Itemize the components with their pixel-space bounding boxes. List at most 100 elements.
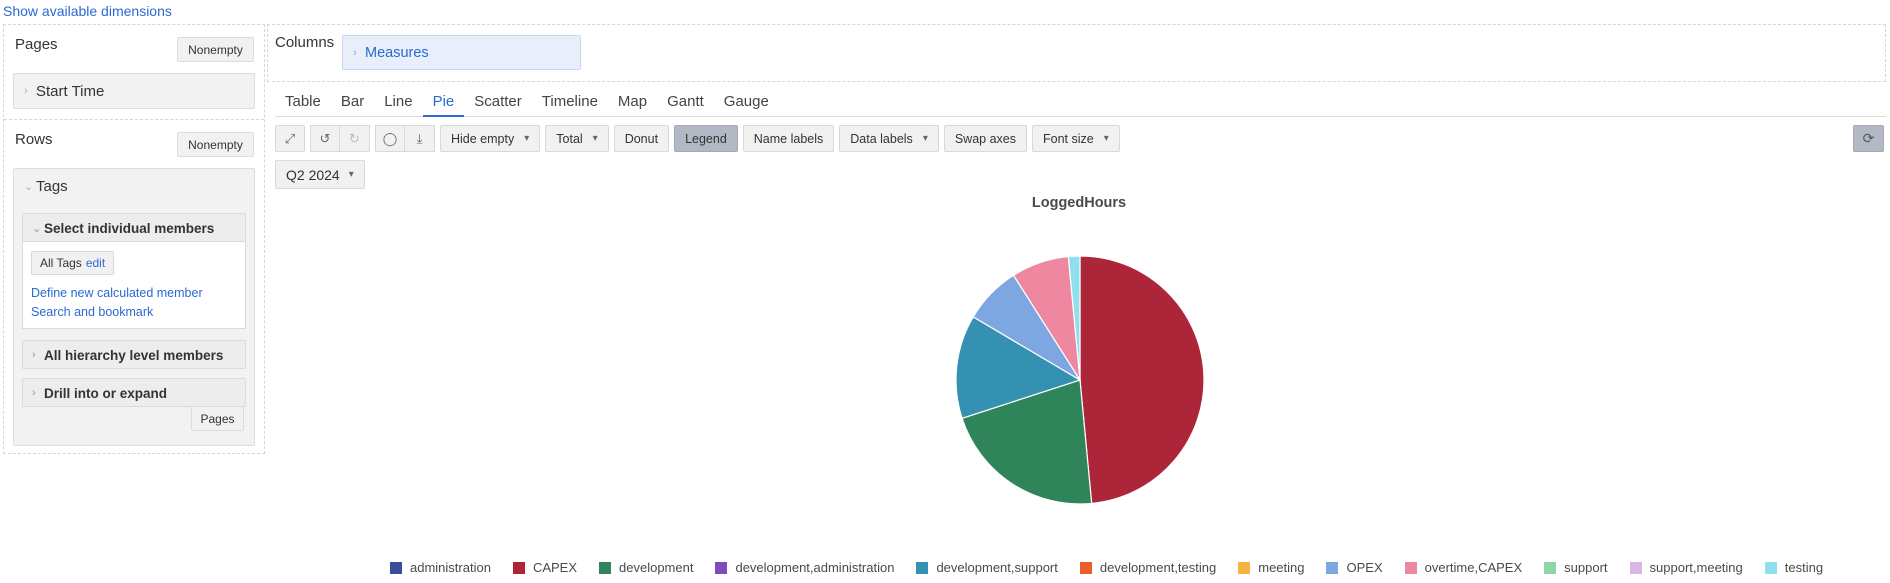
pie-slice-development[interactable] (961, 379, 1093, 505)
legend-item-testing[interactable]: testing (1764, 560, 1824, 575)
legend-item-opex[interactable]: OPEX (1326, 560, 1383, 575)
legend-item-development-support[interactable]: development,support (916, 560, 1058, 575)
total-label: Total (556, 131, 583, 146)
legend-swatch (1764, 561, 1777, 574)
legend-swatch (599, 561, 612, 574)
search-and-bookmark-link[interactable]: Search and bookmark (31, 305, 154, 319)
tab-map[interactable]: Map (617, 93, 648, 110)
legend-item-meeting[interactable]: meeting (1238, 560, 1304, 575)
legend-label: OPEX (1346, 560, 1383, 575)
pages-section: Pages Nonempty › Start Time (4, 25, 264, 121)
tags-label: Tags (36, 177, 68, 195)
legend-label: testing (1784, 560, 1824, 575)
measures-label: Measures (365, 44, 429, 61)
section-divider (4, 119, 264, 120)
tab-gantt[interactable]: Gantt (667, 93, 704, 110)
name-labels-button[interactable]: Name labels (742, 125, 835, 152)
legend-label: administration (410, 560, 491, 575)
pages-button[interactable]: Pages (191, 406, 244, 431)
data-labels-dropdown[interactable]: Data labels ▾ (839, 125, 939, 152)
redo-button[interactable]: ↻ (340, 125, 370, 152)
export-button[interactable]: ⤓ (405, 125, 435, 152)
tab-gauge[interactable]: Gauge (723, 93, 769, 110)
edit-link[interactable]: edit (85, 256, 106, 270)
legend-toggle-button[interactable]: Legend (674, 125, 738, 152)
legend-label: support (1564, 560, 1608, 575)
expand-icon: ⤢ (284, 130, 296, 146)
pages-title: Pages (15, 36, 58, 53)
layout-panel: Pages Nonempty › Start Time Rows Nonempty… (3, 24, 265, 454)
all-hierarchy-level-members[interactable]: › All hierarchy level members (22, 340, 246, 369)
tab-pie[interactable]: Pie (422, 90, 465, 117)
total-dropdown[interactable]: Total ▾ (545, 125, 609, 152)
tab-table[interactable]: Table (285, 93, 321, 110)
legend-item-support[interactable]: support (1544, 560, 1608, 575)
legend-item-development-testing[interactable]: development,testing (1079, 560, 1217, 575)
legend-label: development,support (936, 560, 1058, 575)
legend-item-development[interactable]: development (599, 560, 693, 575)
legend-swatch (1326, 561, 1339, 574)
undo-redo-group: ↺ ↻ (310, 125, 370, 152)
columns-title: Columns (275, 34, 335, 51)
selected-members-area: All Tags edit Define new calculated memb… (22, 242, 246, 329)
period-label: Q2 2024 (286, 166, 340, 183)
legend-item-support-meeting[interactable]: support,meeting (1629, 560, 1743, 575)
all-tags-chip: All Tags edit (31, 251, 115, 275)
undo-button[interactable]: ↺ (310, 125, 340, 152)
tab-line[interactable]: Line (384, 93, 413, 110)
pie-slice-testing[interactable] (1067, 255, 1081, 381)
chevron-right-icon: › (32, 387, 36, 399)
data-labels-label: Data labels (850, 131, 913, 146)
download-icon: ⤓ (416, 130, 423, 146)
start-time-dimension[interactable]: › Start Time (13, 73, 255, 109)
legend-item-capex[interactable]: CAPEX (512, 560, 578, 575)
legend-swatch (1544, 561, 1557, 574)
rows-nonempty-button[interactable]: Nonempty (177, 132, 254, 157)
show-available-dimensions-link[interactable]: Show available dimensions (3, 3, 172, 19)
donut-button[interactable]: Donut (613, 125, 670, 152)
chevron-down-icon: ▾ (348, 169, 354, 180)
legend-label: development (619, 560, 694, 575)
tags-header[interactable]: ⌄ Tags (14, 169, 254, 203)
measures-dimension[interactable]: › Measures (342, 35, 581, 70)
legend-swatch (1404, 561, 1417, 574)
legend-item-administration[interactable]: administration (390, 560, 491, 575)
tab-bar[interactable]: Bar (340, 93, 365, 110)
comment-button[interactable]: ◯ (375, 125, 405, 152)
tab-timeline[interactable]: Timeline (541, 93, 598, 110)
chart-type-tabs: Table Bar Line Pie Scatter Timeline Map … (275, 90, 1886, 117)
drill-into-or-expand[interactable]: › Drill into or expand (22, 378, 246, 407)
chevron-down-icon: ▾ (592, 133, 598, 144)
legend-label: development,testing (1099, 560, 1217, 575)
pages-nonempty-button[interactable]: Nonempty (177, 37, 254, 62)
fullscreen-button[interactable]: ⤢ (275, 125, 305, 152)
select-individual-members-header[interactable]: ⌄ Select individual members (22, 213, 246, 242)
pie-slice-development-support[interactable] (955, 316, 1082, 420)
chart-toolbar: ⤢ ↺ ↻ ◯ ⤓ Hide empty ▾ Total ▾ Donut Legen… (275, 125, 1120, 152)
period-selector[interactable]: Q2 2024 ▾ (275, 160, 365, 189)
chevron-right-icon: › (353, 46, 357, 59)
legend-item-development-administration[interactable]: development,administration (715, 560, 894, 575)
font-size-dropdown[interactable]: Font size ▾ (1032, 125, 1120, 152)
columns-section: Columns › Measures (267, 24, 1886, 82)
tab-scatter[interactable]: Scatter (474, 93, 522, 110)
undo-icon: ↺ (319, 130, 331, 146)
chevron-right-icon: › (32, 349, 36, 361)
legend-label: CAPEX (532, 560, 578, 575)
comment-export-group: ◯ ⤓ (375, 125, 435, 152)
refresh-icon: ⟳ (1862, 130, 1875, 146)
hide-empty-dropdown[interactable]: Hide empty ▾ (440, 125, 541, 152)
legend-label: development,administration (735, 560, 895, 575)
tags-dimension: ⌄ Tags ⌄ Select individual members All Tag… (13, 168, 255, 446)
refresh-button[interactable]: ⟳ (1853, 125, 1884, 152)
swap-axes-button[interactable]: Swap axes (943, 125, 1027, 152)
pie-chart (955, 255, 1205, 505)
legend-item-overtime-capex[interactable]: overtime,CAPEX (1404, 560, 1522, 575)
define-calculated-member-link[interactable]: Define new calculated member (31, 286, 203, 300)
pie-slice-capex[interactable] (1079, 255, 1205, 505)
chevron-down-icon: ▾ (524, 133, 530, 144)
start-time-label: Start Time (36, 82, 105, 100)
chart-legend: administration CAPEX development developmen… (390, 560, 1845, 575)
select-individual-label: Select individual members (44, 220, 215, 236)
rows-section: Rows Nonempty ⌄ Tags ⌄ Select individual m… (4, 120, 264, 453)
